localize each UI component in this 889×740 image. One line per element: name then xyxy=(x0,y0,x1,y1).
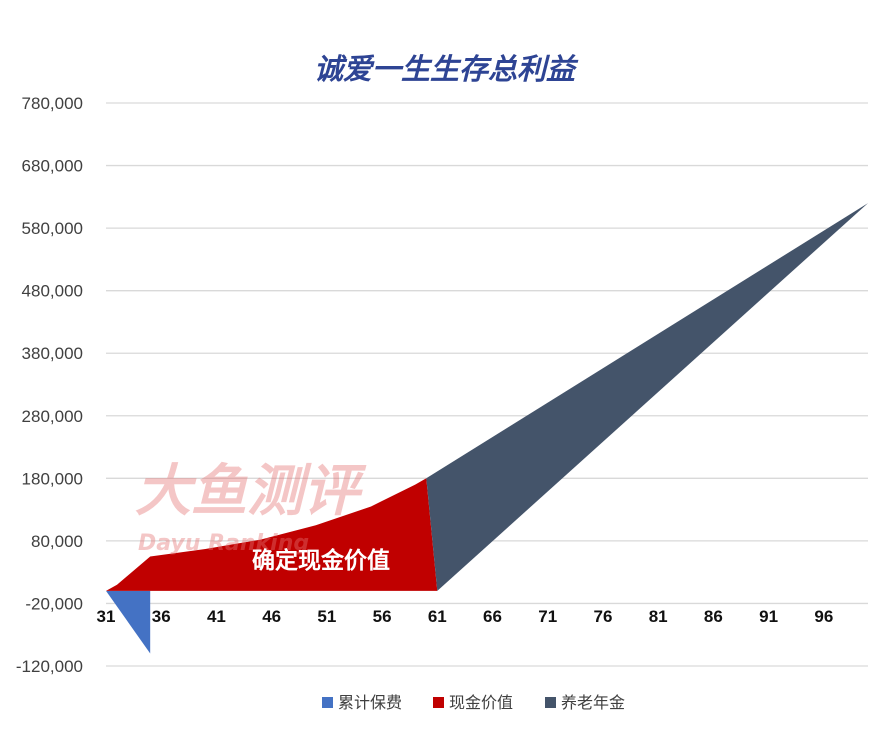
area-cumulative-premium xyxy=(106,590,151,654)
x-tick-label: 81 xyxy=(649,607,668,626)
y-tick-label: 680,000 xyxy=(22,157,83,176)
x-tick-label: 91 xyxy=(759,607,778,626)
area-pension xyxy=(426,203,868,591)
x-tick-label: 76 xyxy=(593,607,612,626)
legend-label: 养老年金 xyxy=(561,693,625,712)
annotation-cash-value: 确定现金价值 xyxy=(252,547,390,574)
legend-swatch xyxy=(433,697,444,708)
legend-swatch xyxy=(545,697,556,708)
x-tick-label: 41 xyxy=(207,607,226,626)
x-tick-label: 51 xyxy=(317,607,336,626)
watermark: 大鱼测评 Dayu Ranking xyxy=(135,459,367,556)
y-tick-label: 380,000 xyxy=(22,344,83,363)
y-tick-label: -120,000 xyxy=(16,657,83,676)
y-tick-label: 80,000 xyxy=(31,532,83,551)
x-tick-label: 86 xyxy=(704,607,723,626)
chart-series xyxy=(106,203,868,654)
x-tick-label: 36 xyxy=(152,607,171,626)
y-tick-label: 180,000 xyxy=(22,469,83,488)
gridlines xyxy=(106,102,868,667)
legend: 累计保费 现金价值 养老年金 xyxy=(322,693,625,712)
x-tick-label: 46 xyxy=(262,607,281,626)
y-tick-label: 580,000 xyxy=(22,219,83,238)
x-tick-label: 71 xyxy=(538,607,557,626)
watermark-en: Dayu Ranking xyxy=(138,531,309,556)
x-tick-label: 66 xyxy=(483,607,502,626)
x-tick-label: 31 xyxy=(97,607,116,626)
y-tick-label: 780,000 xyxy=(22,94,83,113)
area-cash-value xyxy=(106,478,438,591)
annotation-pension-total: 累计领取的确定养老金 xyxy=(543,505,774,532)
y-tick-label: -20,000 xyxy=(25,594,83,613)
legend-label: 累计保费 xyxy=(338,693,402,712)
chart-title: 诚爱一生生存总利益 xyxy=(313,52,575,86)
legend-swatch xyxy=(322,697,333,708)
x-tick-label: 96 xyxy=(814,607,833,626)
x-axis-ticks: 31 36 41 46 51 56 61 66 71 76 81 86 91 96 xyxy=(97,607,834,626)
x-tick-label: 56 xyxy=(373,607,392,626)
annotations: 确定现金价值 累计领取的确定养老金 xyxy=(252,505,774,574)
y-tick-label: 480,000 xyxy=(22,282,83,301)
legend-label: 现金价值 xyxy=(449,693,513,712)
y-axis-ticks: 780,000 680,000 580,000 480,000 380,000 280,0… xyxy=(16,94,83,676)
x-tick-label: 61 xyxy=(428,607,447,626)
watermark-cn: 大鱼测评 xyxy=(135,459,367,524)
y-tick-label: 280,000 xyxy=(22,407,83,426)
